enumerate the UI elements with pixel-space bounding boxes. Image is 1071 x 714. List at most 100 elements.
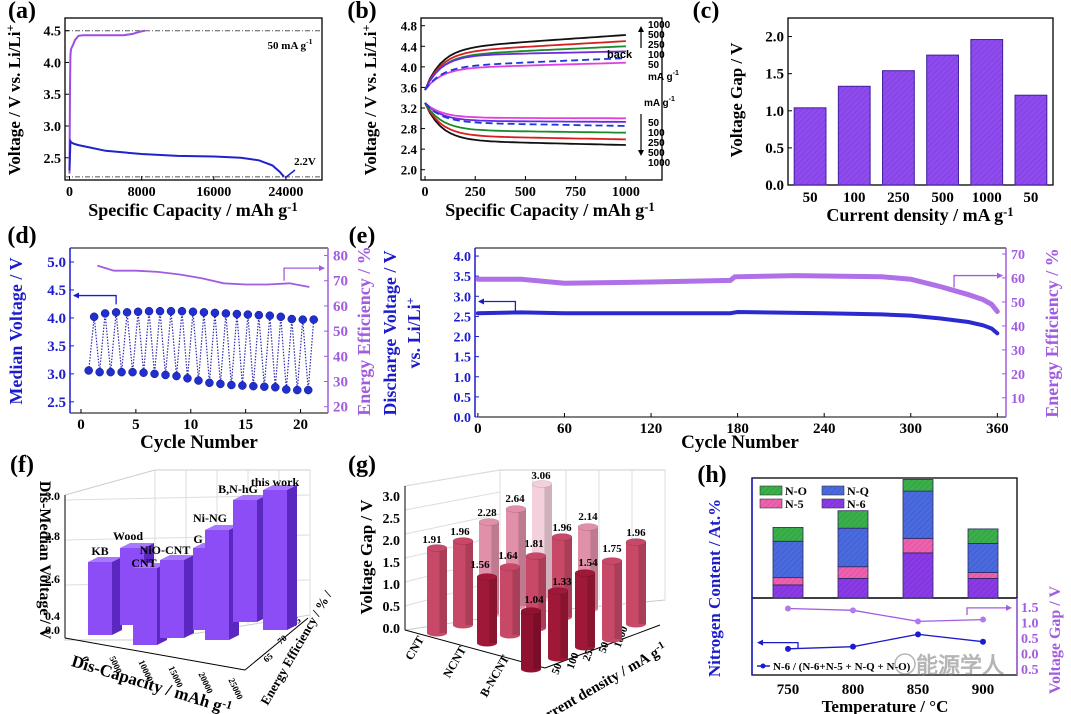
y-tick-label: 60 bbox=[333, 299, 348, 315]
bar-this work bbox=[263, 490, 287, 630]
value-label: 1.96 bbox=[626, 527, 646, 539]
cylinder-body bbox=[626, 542, 646, 624]
value-label: 1.04 bbox=[524, 594, 544, 606]
bar-50 bbox=[1014, 94, 1048, 186]
right-tick-label: 1.5 bbox=[1021, 601, 1039, 616]
y-tick-label: 60 bbox=[1011, 272, 1025, 287]
z-tick-label: 3.0 bbox=[383, 490, 401, 505]
right-axis-arrow bbox=[966, 607, 1011, 615]
bar-NiO-CNT bbox=[160, 560, 184, 638]
x-axis-label: Specific Capacity / mAh g-1 bbox=[445, 200, 654, 220]
data-point bbox=[260, 382, 269, 391]
bar-CNT bbox=[133, 568, 157, 645]
x-tick-label: 0 bbox=[422, 185, 429, 200]
data-point bbox=[227, 380, 236, 390]
bar-100 bbox=[837, 85, 871, 186]
y-tick-label: 1.5 bbox=[454, 351, 472, 366]
bar-side bbox=[287, 485, 297, 630]
data-point bbox=[309, 315, 318, 324]
cylinder-body bbox=[548, 591, 568, 658]
y-tick-label: 2.8 bbox=[401, 122, 418, 137]
y-axis bbox=[544, 624, 661, 669]
y-axis-label: Voltage / V vs. Li/Li+ bbox=[359, 25, 380, 176]
cylinder-body bbox=[575, 573, 595, 647]
bar-side bbox=[184, 555, 194, 638]
y-tick-label: 50 bbox=[333, 324, 348, 340]
legend-charge-1000: 1000 bbox=[648, 20, 671, 31]
bar-label: CNT bbox=[131, 556, 156, 570]
ratio-point bbox=[785, 645, 791, 652]
y-axis-label: Median Voltage / V bbox=[6, 257, 26, 404]
y-tick-label: 70 bbox=[1011, 248, 1025, 263]
cylinder-shade bbox=[614, 561, 622, 639]
right-tick-label: 0.0 bbox=[1021, 647, 1039, 662]
bar-label: G bbox=[193, 532, 202, 546]
data-point bbox=[221, 309, 231, 318]
y-axis-label: Voltage / V vs. Li/Li+ bbox=[3, 25, 24, 176]
charge-curve-50 bbox=[424, 61, 626, 91]
y-tick-label: 4.5 bbox=[47, 283, 66, 299]
cylinder-shade bbox=[491, 522, 499, 614]
x-tick-label: 16000 bbox=[196, 185, 231, 200]
cylinder-base bbox=[626, 620, 646, 628]
y-tick-label: 4.5 bbox=[44, 25, 62, 40]
data-point bbox=[249, 381, 258, 391]
bar-label: KB bbox=[91, 544, 108, 558]
ratio-point bbox=[915, 631, 921, 638]
y-axis-label: Discharge Voltage / V bbox=[380, 250, 400, 415]
z-tick-label: 2.8 bbox=[45, 529, 60, 543]
panel-a: (a) 2.5 3.0 3.5 4.0 4.5 0 8000 16000 24000 50 mA g… bbox=[3, 0, 323, 220]
data-point bbox=[199, 308, 209, 317]
data-point bbox=[210, 308, 220, 318]
x-tick-label: 800 bbox=[842, 682, 865, 698]
y-tick-label: 0.0 bbox=[454, 411, 472, 426]
bar-1000 bbox=[970, 39, 1004, 186]
charge-curve bbox=[68, 29, 146, 174]
discharge-curve bbox=[68, 138, 285, 178]
legend-label-N-O: N-O bbox=[785, 484, 807, 498]
legend-charge-50: 50 bbox=[648, 60, 660, 71]
y-tick-label: 100 bbox=[565, 651, 582, 671]
y-axis-label-right: Voltage Gap / V bbox=[1047, 586, 1064, 694]
x-tick-label: 8000 bbox=[128, 185, 156, 200]
legend-unit: mA g-1 bbox=[648, 70, 679, 83]
data-point bbox=[183, 374, 192, 383]
z-tick-label: 3.0 bbox=[45, 489, 60, 503]
panel-d: (d) 2.5 3.0 3.5 4.0 4.5 5.0 20 30 40 50 60 70 80 0 5 10 1… bbox=[6, 223, 374, 453]
data-point bbox=[128, 367, 137, 377]
y-tick-label: 20 bbox=[333, 400, 348, 416]
cylinder-top bbox=[499, 563, 521, 571]
data-point bbox=[111, 308, 121, 317]
panel-e: (e) 0.0 0.5 1.0 1.5 2.0 2.5 3.0 3.5 4.0 10 20 30 40 50… bbox=[349, 223, 1062, 453]
y-tick-label: 3.5 bbox=[454, 270, 472, 285]
x-tick-label: 5 bbox=[132, 417, 140, 433]
data-point bbox=[238, 381, 247, 390]
cylinder-top bbox=[505, 505, 527, 513]
y-tick-label: 1.0 bbox=[765, 104, 784, 120]
line-legend-dot bbox=[760, 663, 766, 669]
left-axis-arrow-head bbox=[73, 292, 79, 299]
y-tick-label: 2.0 bbox=[401, 163, 417, 178]
y-tick-label: 30 bbox=[1011, 344, 1025, 359]
x-tick-label: 50 bbox=[1023, 190, 1038, 206]
cylinder-top bbox=[426, 544, 448, 552]
x-tick-label: 0 bbox=[474, 421, 482, 437]
x-tick-label: 0 bbox=[77, 417, 85, 433]
bar-top bbox=[160, 555, 194, 560]
data-point bbox=[194, 376, 203, 385]
back-label: back bbox=[607, 49, 633, 61]
y-tick-label: 2.0 bbox=[765, 30, 784, 46]
cylinder-body bbox=[500, 567, 520, 635]
x-tick-label: 850 bbox=[907, 682, 930, 698]
bar-top bbox=[133, 563, 167, 568]
value-label: 1.54 bbox=[578, 557, 598, 569]
data-point bbox=[144, 306, 154, 316]
legend-swatch-N-Q bbox=[821, 485, 845, 496]
cylinder-top bbox=[520, 607, 542, 615]
legend-discharge-100: 100 bbox=[648, 128, 665, 139]
cylinder-shade bbox=[587, 573, 595, 647]
z-tick-label: 2.5 bbox=[383, 512, 401, 527]
x-axis-label: Cycle Number bbox=[140, 432, 258, 453]
x-tick-label: 900 bbox=[972, 682, 995, 698]
